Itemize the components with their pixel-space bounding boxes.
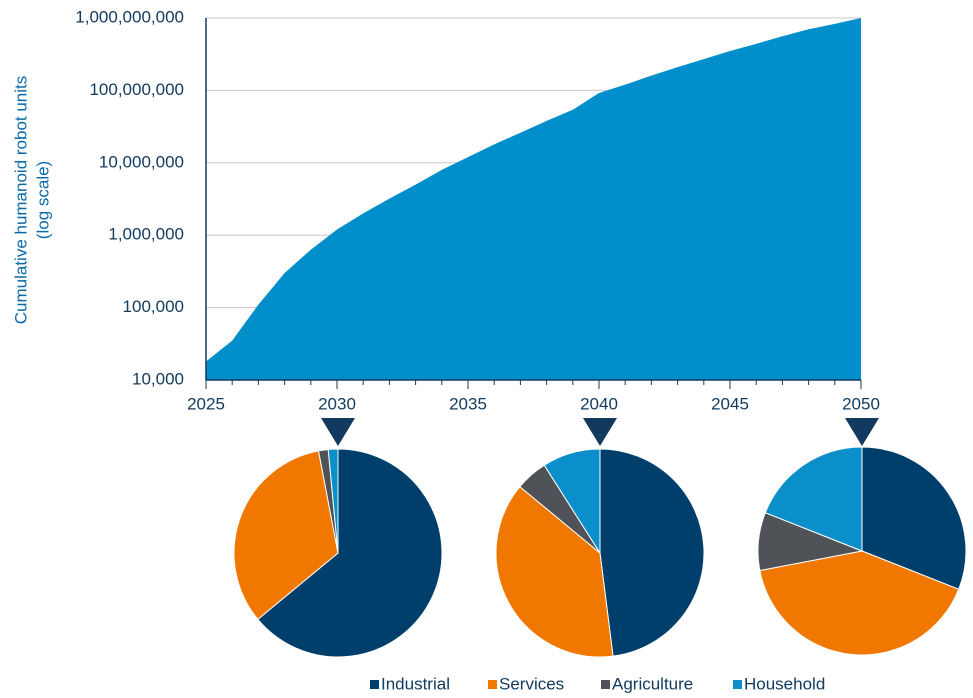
x-tick-label: 2040 <box>580 394 618 413</box>
y-tick-label: 100,000,000 <box>89 80 184 99</box>
pie-slice <box>759 550 960 656</box>
pie-markers <box>321 418 879 446</box>
pie-slice <box>861 446 967 590</box>
legend-label: Services <box>499 674 564 693</box>
y-tick-label: 1,000,000 <box>108 225 184 244</box>
marker <box>845 418 879 446</box>
legend-label: Household <box>744 674 825 693</box>
y-axis-label: Cumulative humanoid robot units <box>11 76 30 325</box>
pie-slice <box>764 446 863 552</box>
legend-swatch <box>601 680 610 689</box>
pie-slice <box>543 448 601 555</box>
y-axis-label-note: (log scale) <box>33 161 52 239</box>
marker <box>583 418 617 446</box>
x-tick-label: 2025 <box>187 394 225 413</box>
marker <box>321 418 355 446</box>
legend-label: Industrial <box>381 674 450 693</box>
pie-slice <box>495 486 614 658</box>
pie-slice <box>233 450 339 620</box>
legend-label: Agriculture <box>612 674 693 693</box>
y-tick-label: 10,000 <box>132 369 184 388</box>
legend-swatch <box>370 680 379 689</box>
x-tick-label: 2045 <box>711 394 749 413</box>
x-tick-label: 2030 <box>318 394 356 413</box>
x-tick-label: 2035 <box>449 394 487 413</box>
pie-slice <box>599 448 705 657</box>
y-tick-label: 100,000 <box>123 297 184 316</box>
legend-swatch <box>488 680 497 689</box>
pie-slice <box>257 448 443 658</box>
area <box>206 18 861 380</box>
x-tick-label: 2050 <box>842 394 880 413</box>
legend-swatch <box>733 680 742 689</box>
pie-slice <box>327 448 339 554</box>
y-tick-label: 10,000,000 <box>99 152 184 171</box>
y-tick-label: 1,000,000,000 <box>75 7 184 26</box>
